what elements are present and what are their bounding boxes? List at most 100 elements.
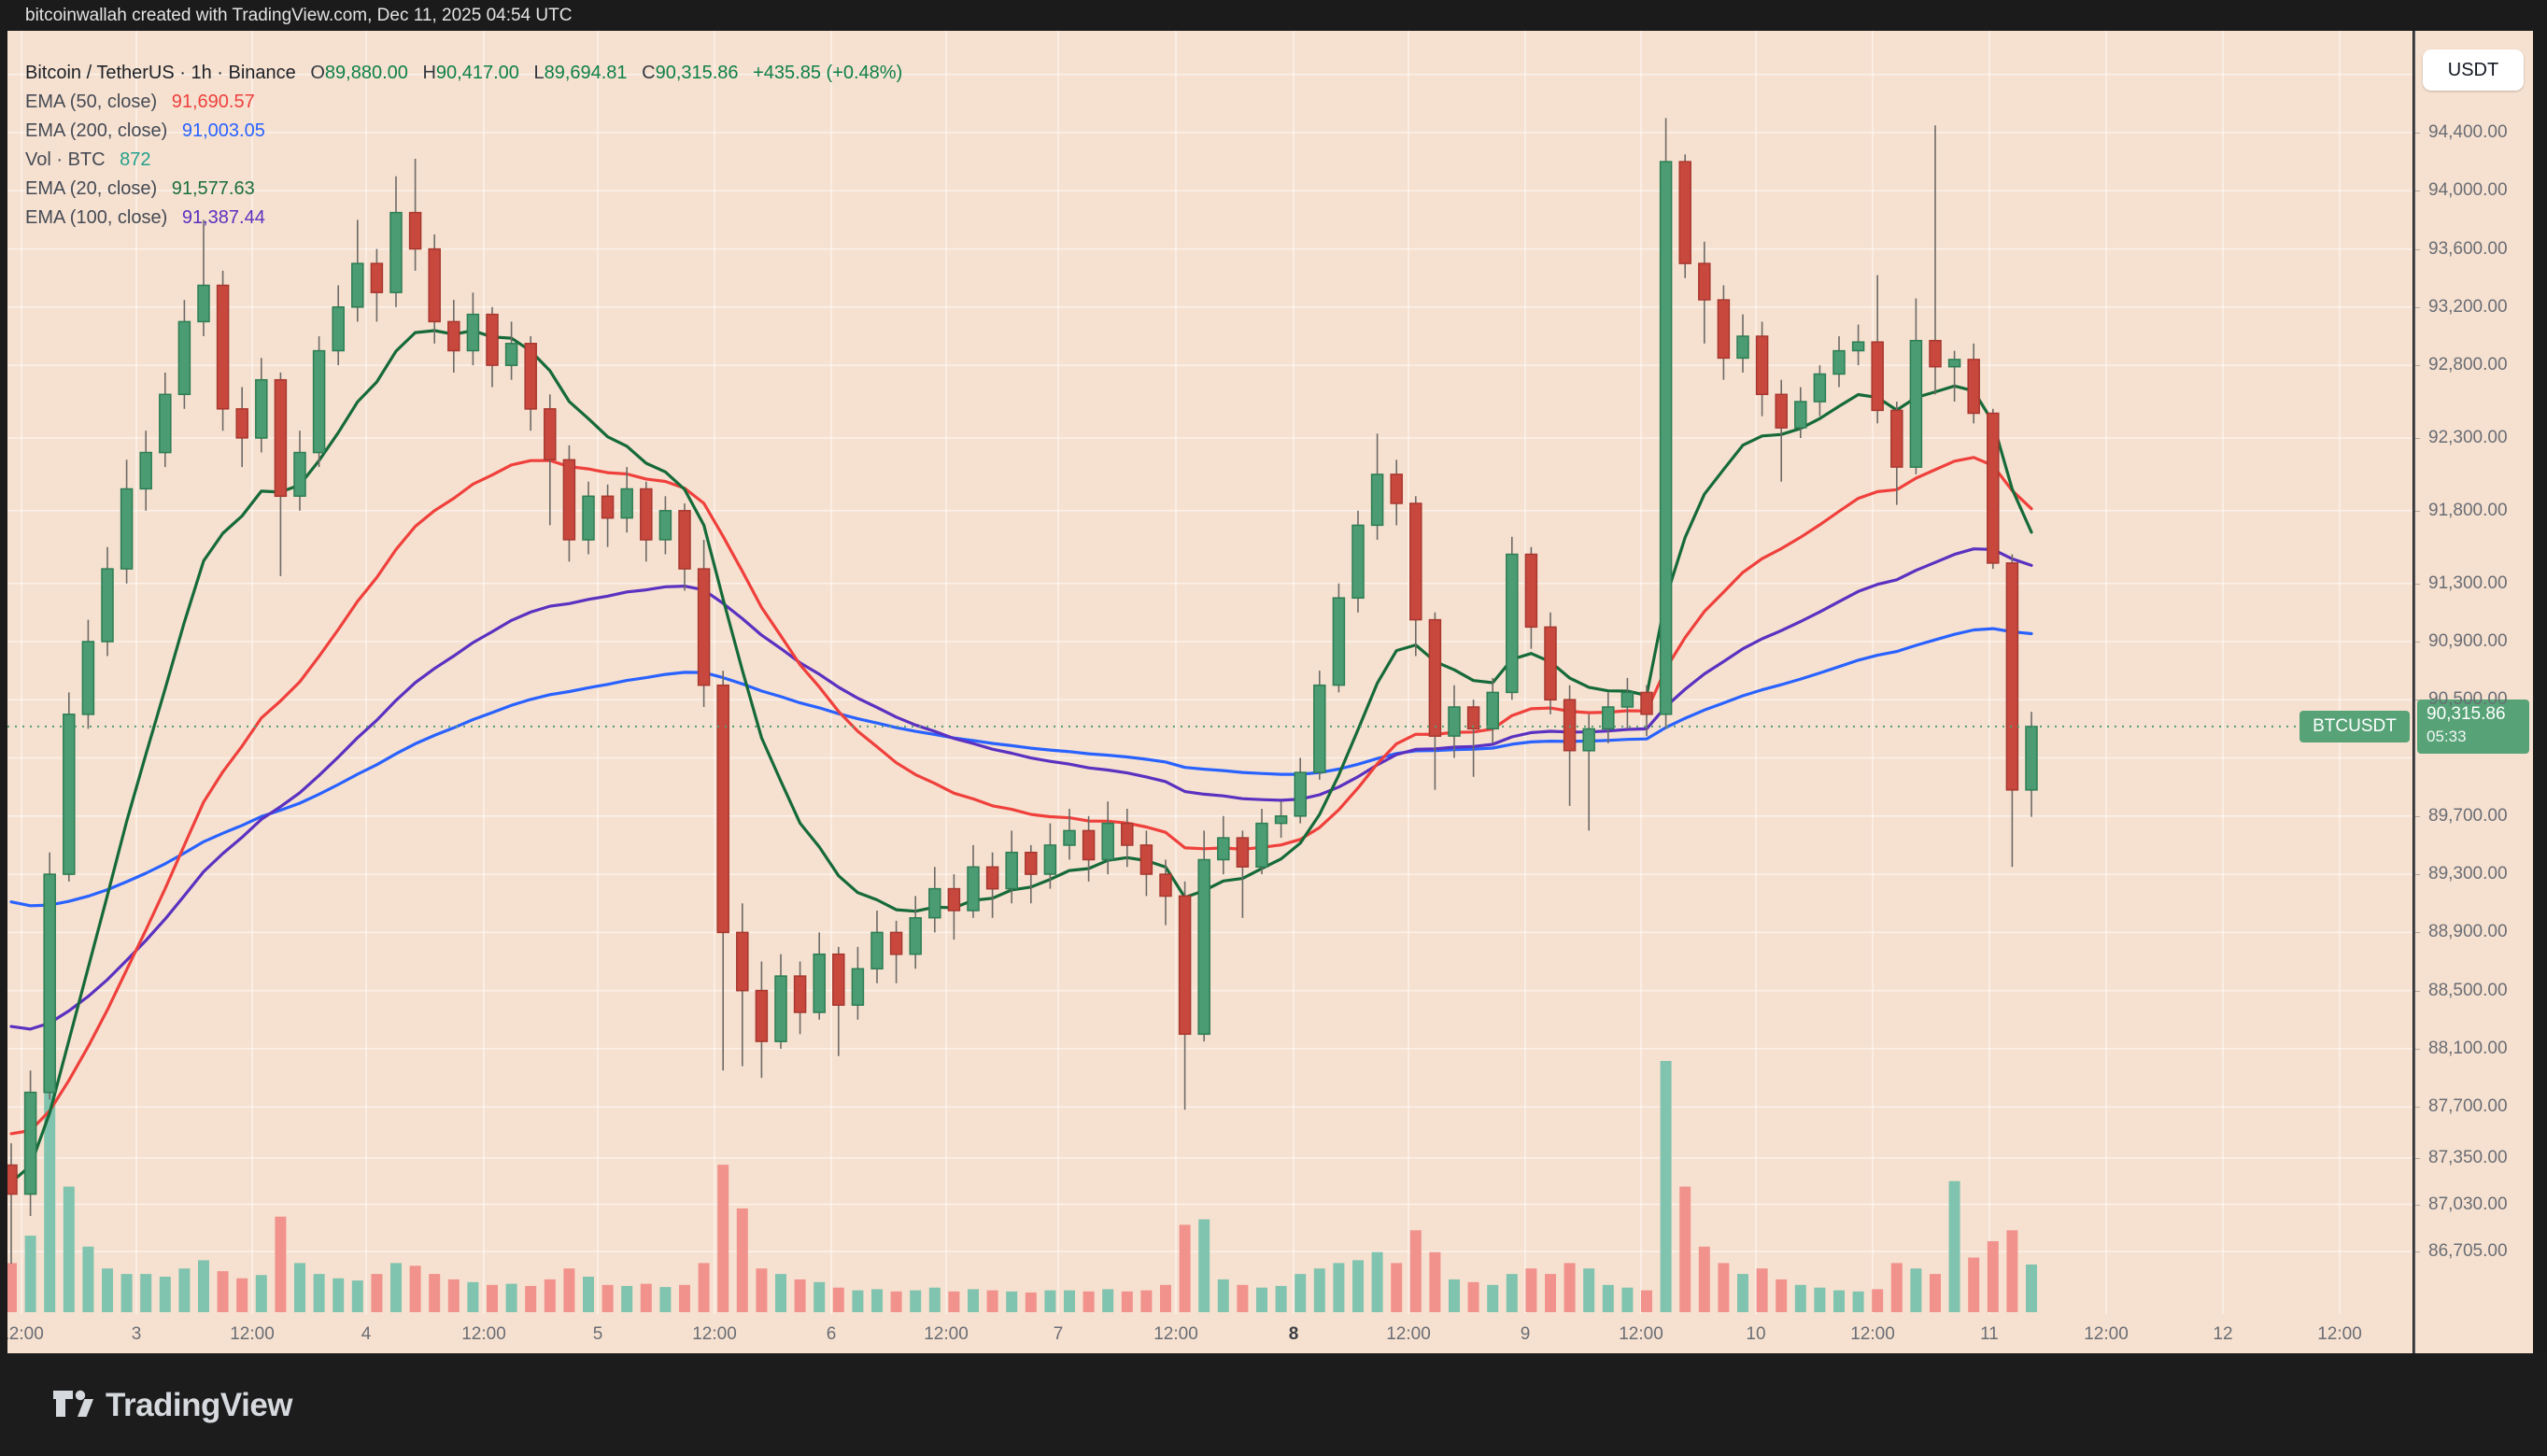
time-tick-label: 12:00 <box>924 1324 969 1344</box>
ohlc-open-value: 89,880.00 <box>324 63 408 83</box>
volume-bar <box>1852 1291 1864 1312</box>
candle-body <box>43 873 56 1094</box>
price-tick-label: 90,900.00 <box>2428 631 2508 651</box>
candlestick-plot[interactable] <box>7 31 2413 1319</box>
volume-bar <box>736 1208 748 1312</box>
time-tick-label: 12:00 <box>230 1324 275 1344</box>
volume-bar <box>871 1289 883 1312</box>
volume-bar <box>82 1246 94 1312</box>
candle-body <box>428 247 441 323</box>
volume-bar <box>659 1287 672 1312</box>
candle-body <box>1717 299 1731 360</box>
volume-bar <box>1391 1263 1403 1312</box>
volume-bar <box>679 1284 690 1312</box>
price-tick <box>2415 816 2420 817</box>
candle-body <box>351 262 364 308</box>
volume-bar <box>236 1278 248 1312</box>
time-axis[interactable]: 12:00 3 12:00 4 12:00 5 12:00 6 12:00 7 12:00 8 12:0… <box>7 1314 2413 1353</box>
indicator-value: 872 <box>120 149 151 170</box>
volume-bar <box>1044 1290 1056 1312</box>
candle-body <box>1987 412 2000 564</box>
candle-body <box>101 568 114 643</box>
volume-bar <box>390 1263 402 1312</box>
volume-bar <box>794 1279 806 1312</box>
candle-body <box>1659 161 1673 715</box>
candle-body <box>2005 562 2019 791</box>
candle-body <box>159 393 172 454</box>
volume-bar <box>1698 1246 1710 1312</box>
currency-toggle-button[interactable]: USDT <box>2423 49 2524 91</box>
volume-bar <box>1256 1287 1267 1312</box>
volume-bar <box>1833 1290 1845 1312</box>
chart-area[interactable]: Bitcoin / TetherUS · 1h · Binance O89,88… <box>7 31 2413 1353</box>
indicator-row-volume[interactable]: Vol · BTC 872 <box>25 146 902 175</box>
volume-bar <box>1679 1186 1691 1312</box>
ema200-line <box>9 627 2033 908</box>
candle-body <box>1043 844 1057 875</box>
volume-bar <box>890 1291 902 1312</box>
candle-body <box>389 211 403 293</box>
indicator-value: 91,387.44 <box>181 207 265 228</box>
price-tick-label: 88,100.00 <box>2428 1039 2508 1058</box>
time-tick-label: 12:00 <box>2084 1324 2129 1344</box>
indicator-row-ema50[interactable]: EMA (50, close) 91,690.57 <box>25 88 902 117</box>
candle-body <box>755 989 769 1042</box>
candle-body <box>697 568 711 686</box>
candle-body <box>928 887 941 919</box>
candle-body <box>870 931 884 970</box>
candle-body <box>716 684 729 934</box>
volume-bar <box>563 1268 575 1312</box>
time-tick-label: 12:00 <box>692 1324 737 1344</box>
candle-body <box>909 917 922 955</box>
candle-body <box>601 495 615 519</box>
candle-body <box>1813 373 1827 403</box>
candle-body <box>1139 844 1153 875</box>
price-tick-label: 87,350.00 <box>2428 1148 2508 1167</box>
volume-bar <box>467 1281 479 1312</box>
volume-bar <box>255 1275 267 1312</box>
indicator-label: EMA (100, close) <box>25 207 168 228</box>
volume-bar <box>640 1283 652 1312</box>
price-tick <box>2415 307 2420 308</box>
candle-body <box>1640 691 1653 715</box>
price-axis[interactable]: USDT 90,315.86 05:33 94,400.00 94,000.00 9… <box>2413 31 2533 1353</box>
volume-bar <box>1621 1287 1634 1312</box>
candle-body <box>1236 837 1250 868</box>
indicator-row-ema100[interactable]: EMA (100, close) 91,387.44 <box>25 204 902 233</box>
volume-bar <box>178 1268 191 1312</box>
candle-body <box>63 714 76 875</box>
candle-body <box>81 641 95 715</box>
candle-body <box>1082 829 1096 861</box>
indicator-row-ema200[interactable]: EMA (200, close) 91,003.05 <box>25 117 902 146</box>
candle-body <box>678 510 691 570</box>
price-tick <box>2415 365 2420 366</box>
candle-body <box>1159 873 1172 898</box>
candle-body <box>1428 618 1442 737</box>
candle-body <box>139 451 152 490</box>
candle-body <box>851 968 865 1006</box>
price-tick-label: 92,300.00 <box>2428 428 2508 447</box>
candle-body <box>774 975 787 1042</box>
candle-body <box>562 459 576 541</box>
volume-bar <box>1890 1263 1903 1312</box>
candle-body <box>7 1164 18 1195</box>
tradingview-logo[interactable]: TradingView <box>52 1387 293 1424</box>
volume-bar <box>1102 1289 1114 1312</box>
candle-body <box>544 408 557 461</box>
candle-body <box>1063 829 1076 846</box>
candle-body <box>23 1091 37 1195</box>
indicator-row-ema20[interactable]: EMA (20, close) 91,577.63 <box>25 175 902 204</box>
candle-body <box>1025 851 1038 875</box>
symbol-ohlc-row[interactable]: Bitcoin / TetherUS · 1h · Binance O89,88… <box>25 59 902 88</box>
volume-bar <box>621 1285 633 1312</box>
candle-body <box>1332 597 1346 686</box>
candle-body <box>582 495 595 541</box>
candle-body <box>197 284 210 323</box>
volume-bar <box>948 1291 960 1312</box>
volume-bar <box>986 1290 998 1312</box>
time-tick-label: 11 <box>1980 1324 1999 1344</box>
price-tick <box>2415 991 2420 992</box>
volume-bar <box>1179 1224 1191 1312</box>
candle-body <box>1736 335 1749 360</box>
candle-body <box>1678 161 1691 264</box>
